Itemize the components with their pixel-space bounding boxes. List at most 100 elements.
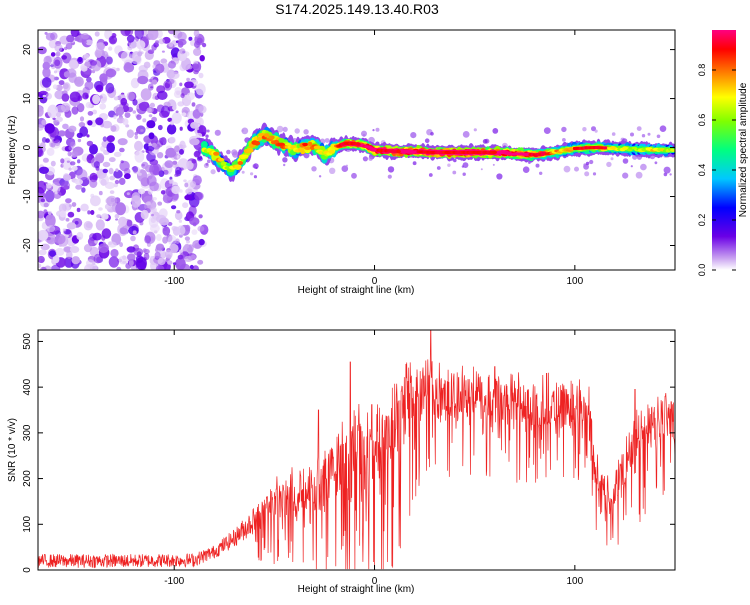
noise-blob (210, 169, 216, 175)
noise-blob (574, 166, 579, 172)
noise-blob (169, 243, 179, 254)
noise-blob (126, 34, 135, 43)
noise-blob (188, 36, 193, 41)
noise-blob (68, 145, 74, 151)
noise-blob (198, 238, 205, 246)
noise-blob (641, 134, 646, 138)
noise-blob (76, 207, 81, 213)
noise-blob (199, 55, 205, 62)
noise-blob (132, 166, 139, 173)
noise-blob (324, 138, 330, 143)
ridge-blob (241, 154, 249, 158)
noise-blob (167, 260, 173, 265)
noise-blob (179, 82, 183, 87)
noise-blob (45, 32, 56, 41)
noise-blob (198, 105, 207, 114)
noise-blob (142, 118, 147, 123)
noise-blob (87, 111, 94, 116)
noise-blob (134, 150, 145, 163)
noise-blob (99, 93, 108, 104)
noise-blob (74, 220, 79, 225)
spectrogram-frame (37, 29, 676, 271)
noise-blob (345, 164, 348, 167)
ridge-blob (220, 161, 227, 166)
noise-blob (55, 116, 63, 123)
ridge-peak (540, 152, 545, 156)
noise-blob (42, 157, 49, 163)
noise-blob (75, 184, 83, 190)
noise-blob (196, 37, 203, 44)
noise-blob (98, 190, 103, 196)
noise-blob (74, 178, 83, 186)
noise-blob (147, 49, 155, 54)
noise-blob (41, 137, 47, 143)
noise-blob (241, 127, 249, 135)
noise-blob (55, 233, 66, 245)
noise-blob (79, 116, 85, 122)
snr-ylabel: SNR (10 * v/v) (7, 418, 18, 482)
noise-blob (87, 210, 91, 215)
noise-blob (206, 129, 210, 133)
colorbar-tick-label: 0.2 (697, 214, 707, 227)
noise-blob (66, 250, 73, 259)
noise-blob (372, 129, 375, 132)
noise-blob (113, 169, 123, 179)
noise-blob (101, 213, 109, 220)
noise-blob (81, 33, 89, 40)
noise-blob (311, 166, 317, 172)
noise-blob (146, 145, 155, 152)
noise-blob (84, 81, 94, 91)
noise-blob (68, 204, 73, 208)
noise-blob (71, 165, 78, 171)
noise-blob (105, 68, 117, 78)
ridge-blob (213, 151, 220, 156)
noise-blob (522, 166, 530, 173)
noise-blob (99, 174, 110, 186)
noise-blob (412, 161, 417, 166)
noise-blob (276, 125, 284, 133)
noise-blob (126, 129, 134, 138)
noise-blob (368, 156, 373, 161)
snr-xlabel: Height of straight line (km) (298, 584, 415, 595)
noise-blob (57, 130, 66, 137)
noise-blob (329, 167, 336, 174)
noise-blob (38, 105, 44, 117)
ridge-blob (302, 142, 309, 147)
noise-blob (110, 125, 117, 132)
noise-blob (105, 82, 115, 94)
spectrogram-xtick-label: 0 (372, 276, 378, 287)
noise-blob (186, 240, 190, 244)
noise-blob (38, 124, 44, 131)
colorbar-gradient (712, 30, 736, 270)
spectrogram-ytick-label: -20 (22, 238, 33, 253)
noise-blob (71, 202, 77, 207)
noise-blob (241, 129, 244, 132)
noise-blob (38, 229, 49, 241)
noise-blob (172, 192, 179, 201)
noise-blob (482, 139, 488, 144)
snr-axes: -100 0 100 0 100 200 300 400 500 (22, 330, 675, 587)
ridge-blob (304, 146, 312, 151)
noise-blob (177, 158, 189, 171)
noise-blob (168, 180, 173, 185)
noise-blob (177, 31, 187, 42)
colorbar-label: Normalized spectral amplitude (738, 82, 749, 217)
noise-blob (196, 156, 203, 162)
noise-blob (492, 127, 499, 134)
noise-blob (89, 179, 98, 188)
noise-blob (69, 161, 76, 166)
noise-blob (128, 259, 134, 267)
noise-blob (137, 51, 143, 57)
noise-blob (198, 214, 203, 219)
ridge-blob (670, 148, 675, 152)
noise-blob (116, 266, 122, 270)
noise-blob (77, 138, 82, 143)
noise-blob (462, 172, 466, 176)
noise-blob (563, 165, 571, 173)
noise-blob (622, 172, 629, 179)
noise-blob (166, 78, 175, 85)
noise-blob (71, 151, 79, 157)
noise-blob (95, 42, 106, 51)
ridge-blob (313, 145, 321, 150)
noise-blob (191, 229, 198, 235)
